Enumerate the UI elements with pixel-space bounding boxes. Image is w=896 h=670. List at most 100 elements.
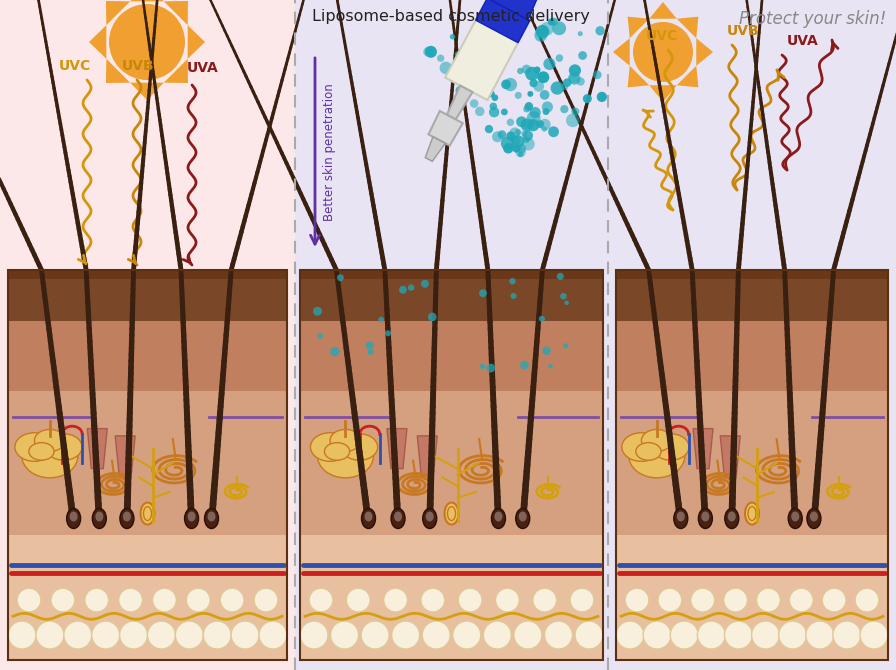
Ellipse shape [185, 509, 199, 529]
Circle shape [470, 55, 478, 62]
Ellipse shape [324, 443, 349, 460]
Circle shape [313, 307, 322, 316]
Ellipse shape [208, 511, 216, 521]
Circle shape [450, 34, 455, 40]
Circle shape [582, 94, 592, 103]
Circle shape [464, 80, 477, 92]
Circle shape [521, 119, 533, 131]
Polygon shape [489, 0, 538, 19]
Bar [616, 391, 888, 535]
Circle shape [527, 111, 540, 125]
Polygon shape [130, 0, 164, 1]
Ellipse shape [702, 511, 710, 521]
Circle shape [643, 621, 671, 649]
Circle shape [454, 52, 461, 57]
Circle shape [536, 25, 549, 38]
Text: UVB: UVB [122, 59, 155, 73]
Polygon shape [106, 59, 130, 83]
Circle shape [440, 62, 452, 74]
Circle shape [399, 286, 407, 293]
Circle shape [437, 54, 444, 62]
Bar [300, 270, 603, 321]
Circle shape [152, 588, 177, 612]
Circle shape [569, 64, 581, 76]
Polygon shape [426, 137, 445, 161]
Circle shape [8, 621, 36, 649]
Ellipse shape [391, 509, 405, 529]
Circle shape [485, 125, 493, 133]
Text: Liposome-based cosmetic delivery: Liposome-based cosmetic delivery [312, 9, 590, 23]
Circle shape [514, 143, 521, 151]
Circle shape [564, 301, 569, 305]
Circle shape [483, 621, 512, 649]
Ellipse shape [46, 434, 82, 460]
Circle shape [541, 27, 548, 35]
Ellipse shape [810, 511, 818, 521]
Circle shape [568, 73, 579, 84]
Circle shape [543, 58, 556, 70]
Circle shape [534, 29, 547, 42]
Circle shape [528, 91, 533, 97]
Circle shape [570, 588, 594, 612]
Circle shape [510, 127, 521, 138]
Circle shape [578, 51, 587, 60]
Circle shape [491, 49, 504, 61]
Ellipse shape [745, 502, 759, 525]
Circle shape [521, 130, 528, 137]
Polygon shape [650, 2, 676, 19]
Text: UVB: UVB [727, 24, 760, 38]
Circle shape [542, 346, 551, 355]
Ellipse shape [95, 511, 103, 521]
Bar [616, 321, 888, 391]
Circle shape [540, 22, 554, 36]
Polygon shape [164, 1, 188, 25]
Circle shape [568, 72, 581, 85]
Circle shape [259, 621, 287, 649]
Circle shape [203, 621, 231, 649]
Bar [300, 270, 603, 279]
Circle shape [513, 145, 521, 153]
Circle shape [517, 144, 526, 153]
Circle shape [421, 280, 429, 287]
Circle shape [489, 107, 499, 117]
Circle shape [495, 588, 520, 612]
Circle shape [331, 621, 358, 649]
Circle shape [475, 107, 485, 116]
Polygon shape [627, 66, 650, 87]
Circle shape [458, 588, 482, 612]
Ellipse shape [674, 509, 688, 529]
Polygon shape [693, 429, 713, 468]
Circle shape [501, 109, 508, 115]
Ellipse shape [426, 511, 434, 521]
Ellipse shape [120, 509, 134, 529]
Circle shape [524, 102, 533, 111]
Circle shape [578, 31, 582, 36]
Circle shape [597, 92, 607, 102]
Circle shape [534, 66, 540, 74]
Circle shape [514, 92, 521, 99]
Circle shape [504, 78, 517, 91]
Ellipse shape [495, 511, 503, 521]
Circle shape [725, 621, 753, 649]
Bar [8, 270, 287, 321]
Circle shape [487, 52, 501, 66]
Ellipse shape [652, 434, 689, 460]
Circle shape [566, 114, 580, 127]
Circle shape [422, 621, 450, 649]
Circle shape [361, 621, 389, 649]
Circle shape [548, 364, 553, 368]
Circle shape [576, 78, 585, 86]
Circle shape [520, 360, 529, 369]
Circle shape [538, 316, 545, 322]
Circle shape [855, 588, 879, 612]
Circle shape [549, 17, 557, 26]
Circle shape [537, 120, 544, 128]
Circle shape [109, 4, 185, 80]
Circle shape [547, 18, 555, 25]
Circle shape [472, 43, 485, 56]
Bar [8, 270, 287, 660]
Circle shape [542, 101, 553, 113]
Circle shape [460, 55, 471, 67]
Circle shape [511, 136, 521, 146]
Circle shape [186, 588, 211, 612]
